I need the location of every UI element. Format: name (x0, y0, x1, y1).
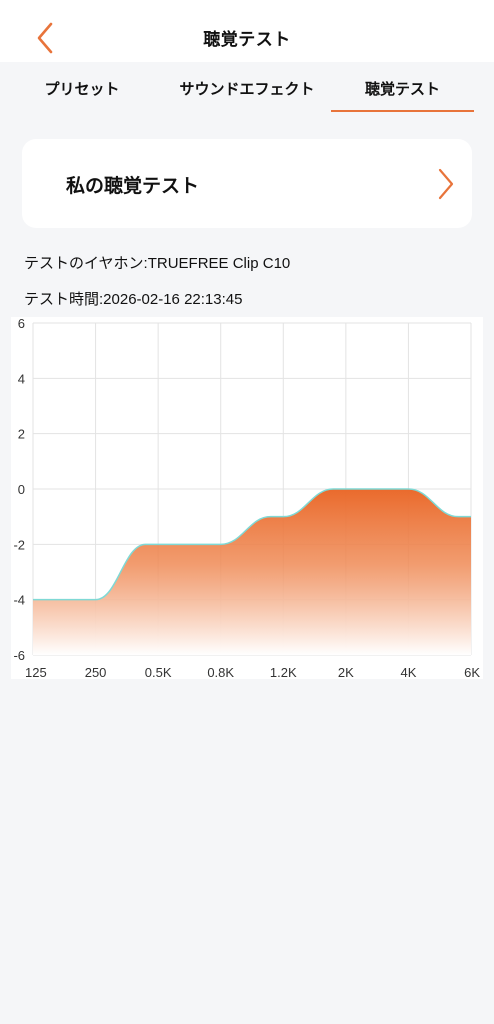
y-tick-label: -4 (13, 593, 25, 608)
tab-hearing-test[interactable]: 聴覚テスト (364, 79, 440, 98)
x-tick-label: 4K (400, 665, 416, 679)
y-tick-label: 2 (18, 427, 25, 442)
chevron-right-icon (438, 168, 454, 200)
x-tick-label: 6K (464, 665, 480, 679)
active-tab-indicator (331, 110, 474, 112)
tab-bar: プリセット サウンドエフェクト 聴覚テスト (0, 62, 494, 114)
y-tick-label: 6 (18, 317, 25, 331)
back-button[interactable] (28, 18, 62, 58)
y-tick-label: -6 (13, 648, 25, 663)
y-tick-label: 4 (18, 371, 25, 386)
card-title: 私の聴覚テスト (66, 175, 200, 197)
earphone-info: テストのイヤホン:TRUEFREE Clip C10 (24, 255, 291, 272)
hearing-area (33, 489, 471, 655)
hearing-curve-line (32, 488, 471, 601)
x-tick-label: 1.2K (270, 665, 297, 679)
hearing-chart: 6 4 2 0 -2 -4 -6 125 250 0.5K 0.8K 1.2K 2K 4K 6K (11, 316, 483, 680)
test-time-info: テスト時間:2026-02-16 22:13:45 (24, 291, 243, 308)
chevron-left-icon (37, 22, 53, 54)
x-tick-label: 250 (85, 665, 107, 679)
tab-sound-effects[interactable]: サウンドエフェクト (179, 79, 315, 98)
x-tick-label: 0.8K (207, 665, 234, 679)
x-tick-label: 0.5K (145, 665, 172, 679)
y-tick-label: -2 (13, 537, 25, 552)
x-tick-label: 125 (25, 665, 47, 679)
y-tick-label: 0 (18, 482, 25, 497)
page-title: 聴覚テスト (203, 30, 291, 50)
x-tick-label: 2K (338, 665, 354, 679)
tab-presets[interactable]: プリセット (44, 79, 120, 98)
top-bar: 聴覚テスト (0, 0, 494, 62)
my-hearing-test-card[interactable]: 私の聴覚テスト (22, 139, 472, 228)
